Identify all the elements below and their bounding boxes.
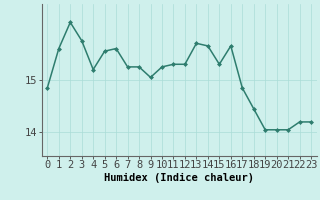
X-axis label: Humidex (Indice chaleur): Humidex (Indice chaleur) (104, 173, 254, 183)
